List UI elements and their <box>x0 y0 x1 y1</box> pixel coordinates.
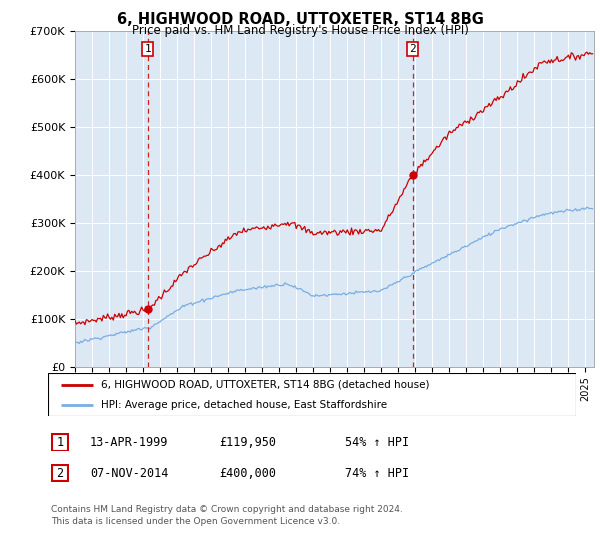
Text: 54% ↑ HPI: 54% ↑ HPI <box>345 436 409 449</box>
Text: 2: 2 <box>409 44 416 54</box>
Text: 07-NOV-2014: 07-NOV-2014 <box>90 466 169 480</box>
FancyBboxPatch shape <box>52 434 68 451</box>
Text: 1: 1 <box>56 436 64 449</box>
Text: 74% ↑ HPI: 74% ↑ HPI <box>345 466 409 480</box>
FancyBboxPatch shape <box>52 465 68 482</box>
Text: £119,950: £119,950 <box>219 436 276 449</box>
Text: £400,000: £400,000 <box>219 466 276 480</box>
Text: 2: 2 <box>56 466 64 480</box>
Text: HPI: Average price, detached house, East Staffordshire: HPI: Average price, detached house, East… <box>101 400 387 410</box>
Text: Contains HM Land Registry data © Crown copyright and database right 2024.
This d: Contains HM Land Registry data © Crown c… <box>51 505 403 526</box>
Text: 6, HIGHWOOD ROAD, UTTOXETER, ST14 8BG (detached house): 6, HIGHWOOD ROAD, UTTOXETER, ST14 8BG (d… <box>101 380 430 390</box>
Text: 13-APR-1999: 13-APR-1999 <box>90 436 169 449</box>
Text: 1: 1 <box>145 44 151 54</box>
FancyBboxPatch shape <box>48 373 576 416</box>
Text: Price paid vs. HM Land Registry's House Price Index (HPI): Price paid vs. HM Land Registry's House … <box>131 24 469 36</box>
Text: 6, HIGHWOOD ROAD, UTTOXETER, ST14 8BG: 6, HIGHWOOD ROAD, UTTOXETER, ST14 8BG <box>116 12 484 27</box>
